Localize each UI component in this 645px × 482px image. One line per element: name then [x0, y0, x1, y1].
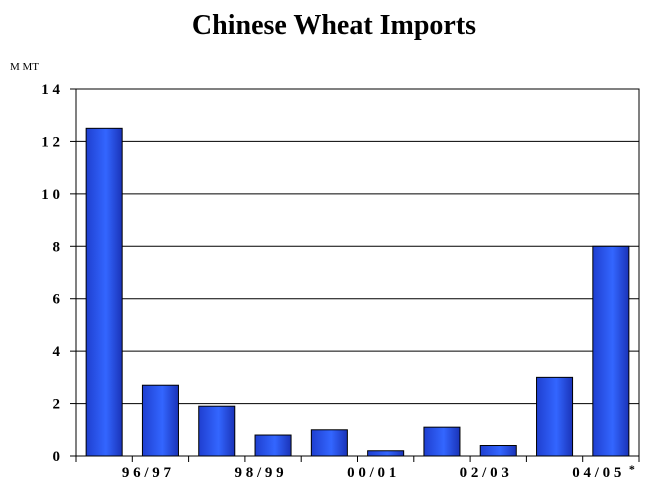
y-tick-label: 1 0	[41, 187, 60, 203]
y-tick-label: 6	[53, 292, 61, 308]
x-tick-label: 9 6 / 9 7	[122, 465, 172, 481]
bar-00-01	[367, 450, 405, 457]
bar-95-96	[85, 127, 123, 457]
bar-96-97	[141, 384, 179, 457]
y-axis-ticks: 0 2 4 6 8 1 0 1 2 1 4	[41, 82, 76, 465]
bar-04-05	[592, 245, 630, 457]
bar-99-00	[310, 429, 348, 457]
chart-title: Chinese Wheat Imports	[192, 10, 476, 41]
bar-03-04	[536, 376, 574, 457]
y-tick-label: 1 2	[41, 134, 60, 150]
y-tick-label: 8	[53, 239, 61, 255]
y-tick-label: 1 4	[41, 82, 60, 98]
bar-02-03	[479, 445, 517, 457]
x-tick-label: 0 2 / 0 3	[460, 465, 509, 481]
unit-label: M MT	[10, 61, 39, 73]
y-tick-label: 4	[53, 344, 61, 360]
y-tick-label: 2	[53, 397, 61, 413]
bars	[85, 127, 630, 457]
x-axis-ticks: 9 6 / 9 7 9 8 / 9 9 0 0 / 0 1 0 2 / 0 3 0 4 …	[75, 456, 640, 481]
bar-98-99	[254, 434, 292, 457]
y-tick-label: 0	[53, 449, 61, 465]
bar-01-02	[423, 426, 461, 457]
x-tick-label: 0 4 / 0 5	[572, 465, 621, 481]
x-tick-label: 0 0 / 0 1	[347, 465, 396, 481]
x-tick-label: 9 8 / 9 9	[234, 465, 283, 481]
bar-97-98	[198, 405, 236, 457]
footnote-marker: *	[629, 462, 635, 476]
